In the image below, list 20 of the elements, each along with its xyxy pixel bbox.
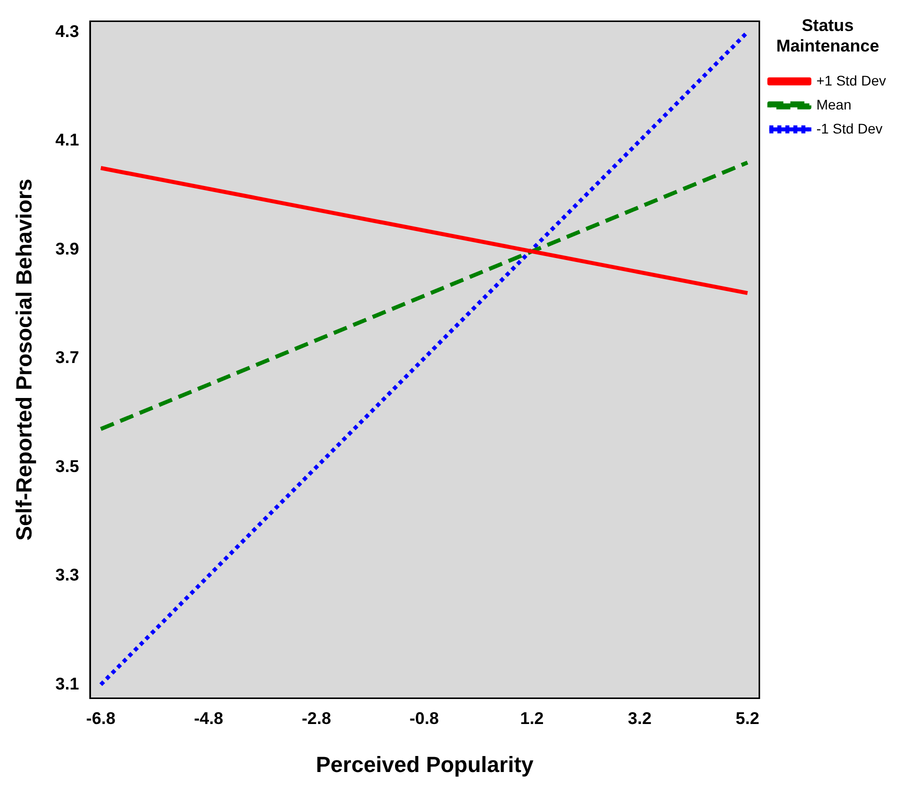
y-tick-label: 3.1 [55, 674, 80, 694]
legend-label: Mean [816, 96, 852, 112]
y-tick-label: 4.1 [55, 130, 80, 150]
legend-label: +1 Std Dev [816, 72, 886, 88]
y-tick-label: 4.3 [55, 22, 80, 41]
y-tick-label: 3.7 [55, 348, 80, 368]
x-tick-label: -6.8 [86, 709, 116, 728]
y-tick-label: 3.5 [55, 456, 80, 476]
x-tick-label: -4.8 [194, 709, 224, 728]
y-tick-label: 3.9 [55, 239, 80, 258]
x-axis-title: Perceived Popularity [316, 752, 534, 777]
legend-label: -1 Std Dev [816, 120, 882, 136]
y-axis-title: Self-Reported Prosocial Behaviors [11, 178, 36, 541]
legend-title: Status Maintenance [776, 16, 880, 56]
x-tick-label: 5.2 [736, 709, 760, 728]
x-tick-label: 3.2 [628, 709, 652, 728]
x-tick-label: -2.8 [302, 709, 332, 728]
x-tick-label: -0.8 [410, 709, 439, 728]
y-tick-label: 3.3 [55, 566, 80, 585]
x-tick-label: 1.2 [520, 709, 544, 728]
